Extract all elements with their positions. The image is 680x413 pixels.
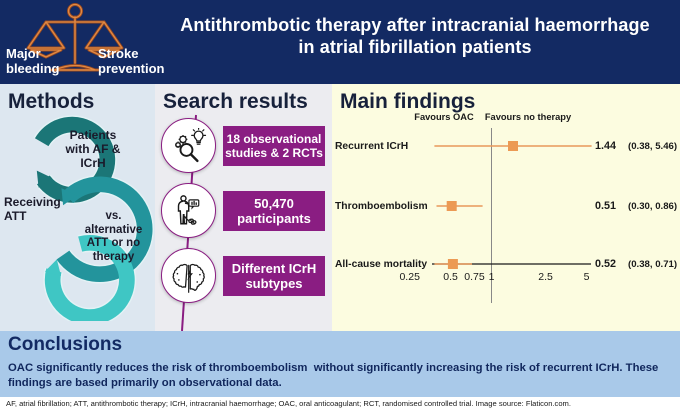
svg-text:0.51: 0.51	[595, 200, 616, 212]
svg-text:0.25: 0.25	[399, 271, 420, 283]
svg-text:(0.30, 0.86): (0.30, 0.86)	[628, 201, 677, 212]
svg-text:Favours no therapy: Favours no therapy	[485, 112, 572, 122]
svg-text:(0.38, 0.71): (0.38, 0.71)	[628, 259, 677, 270]
svg-text:Recurrent ICrH: Recurrent ICrH	[335, 141, 408, 152]
svg-text:Favours OAC: Favours OAC	[414, 112, 474, 122]
svg-text:0.52: 0.52	[595, 258, 616, 270]
svg-text:(0.38, 5.46): (0.38, 5.46)	[628, 141, 677, 152]
svg-text:5: 5	[584, 271, 590, 283]
svg-text:1.44: 1.44	[595, 140, 616, 152]
svg-text:All-cause mortality: All-cause mortality	[335, 259, 427, 270]
svg-text:0.75: 0.75	[464, 271, 485, 283]
svg-text:0.5: 0.5	[443, 271, 458, 283]
svg-text:Thromboembolism: Thromboembolism	[335, 201, 428, 212]
svg-text:1: 1	[489, 271, 495, 283]
svg-text:2.5: 2.5	[538, 271, 553, 283]
